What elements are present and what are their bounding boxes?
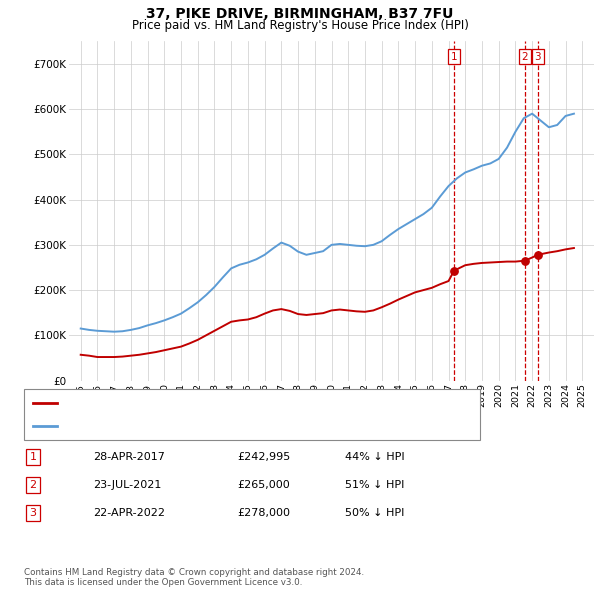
Text: 51% ↓ HPI: 51% ↓ HPI (345, 480, 404, 490)
Text: 22-APR-2022: 22-APR-2022 (93, 508, 165, 517)
Text: 44% ↓ HPI: 44% ↓ HPI (345, 453, 404, 462)
Text: £278,000: £278,000 (237, 508, 290, 517)
Text: 37, PIKE DRIVE, BIRMINGHAM, B37 7FU: 37, PIKE DRIVE, BIRMINGHAM, B37 7FU (146, 7, 454, 21)
Text: Price paid vs. HM Land Registry's House Price Index (HPI): Price paid vs. HM Land Registry's House … (131, 19, 469, 32)
Text: HPI: Average price, detached house, Solihull: HPI: Average price, detached house, Soli… (63, 421, 294, 431)
Text: Contains HM Land Registry data © Crown copyright and database right 2024.
This d: Contains HM Land Registry data © Crown c… (24, 568, 364, 587)
Point (520, 256, 530, 266)
Text: 37, PIKE DRIVE, BIRMINGHAM, B37 7FU (detached house): 37, PIKE DRIVE, BIRMINGHAM, B37 7FU (det… (63, 398, 361, 408)
Text: 23-JUL-2021: 23-JUL-2021 (93, 480, 161, 490)
Text: 1: 1 (451, 51, 457, 61)
Text: £242,995: £242,995 (237, 453, 290, 462)
Text: 3: 3 (29, 508, 37, 517)
Text: 1: 1 (29, 453, 37, 462)
Text: 3: 3 (535, 51, 541, 61)
Text: £265,000: £265,000 (237, 480, 290, 490)
Text: 28-APR-2017: 28-APR-2017 (93, 453, 165, 462)
Text: 2: 2 (521, 51, 528, 61)
Text: 2: 2 (29, 480, 37, 490)
Point (533, 250, 542, 260)
Point (449, 266, 459, 276)
Text: 50% ↓ HPI: 50% ↓ HPI (345, 508, 404, 517)
